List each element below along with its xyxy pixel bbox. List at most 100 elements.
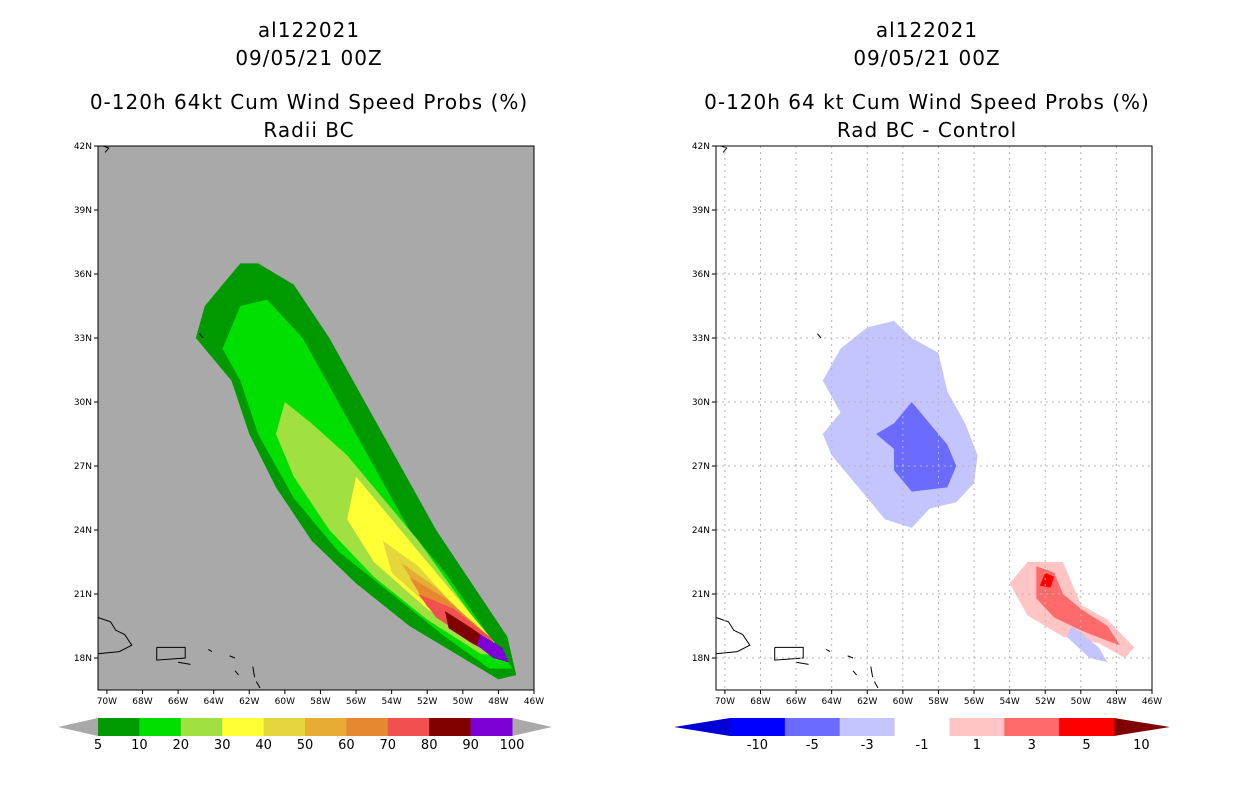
lat-tick-label: 21N: [74, 590, 92, 600]
colorbar-label: 90: [462, 738, 479, 753]
lon-tick-label: 64W: [821, 697, 841, 707]
coastline: [97, 145, 261, 689]
lat-tick-label: 27N: [74, 462, 92, 472]
forecast-date: 09/05/21 00Z: [235, 46, 383, 70]
colorbar-label: 5: [1082, 738, 1090, 753]
coast-segment: [208, 649, 213, 653]
coast-segment: [873, 681, 879, 689]
coast-segment: [255, 681, 261, 689]
lon-tick-label: 66W: [786, 697, 806, 707]
coast-segment: [97, 616, 133, 655]
lat-tick-label: 24N: [692, 526, 710, 536]
colorbar-swatch: [429, 718, 472, 736]
colorbar-label: -10: [747, 738, 768, 753]
colorbar-swatch: [180, 718, 223, 736]
lon-tick-label: 66W: [168, 697, 188, 707]
lon-tick-label: 56W: [346, 697, 366, 707]
panel-radii-bc: al122021 09/05/21 00Z 0-120h 64kt Cum Wi…: [58, 18, 552, 753]
lat-tick-label: 39N: [692, 206, 710, 216]
colorbar-label: 80: [421, 738, 438, 753]
lon-tick-label: 48W: [1106, 697, 1126, 707]
coast-segment: [199, 333, 204, 339]
forecast-date: 09/05/21 00Z: [853, 46, 1001, 70]
lat-tick-label: 30N: [692, 398, 710, 408]
colorbar-swatch: [894, 718, 950, 736]
colorbar-swatch: [139, 718, 182, 736]
panel-subtitle: Rad BC - Control: [836, 118, 1018, 142]
colorbar-swatch: [305, 718, 347, 736]
lon-tick-label: 62W: [857, 697, 877, 707]
lon-tick-label: 50W: [453, 697, 473, 707]
lon-tick-label: 46W: [1142, 697, 1162, 707]
lat-tick-label: 33N: [692, 334, 710, 344]
lat-tick-label: 24N: [74, 526, 92, 536]
colorbar-label: 3: [1028, 738, 1036, 753]
map-radii-bc: 42N 39N 36N 33N 30N 27N 24N 21N 18N 70W 68W 66W 64W 6…: [58, 142, 552, 753]
colorbar-label: 70: [380, 738, 397, 753]
colorbar-left-arrow: [674, 718, 730, 736]
coastline: [715, 145, 879, 689]
colorbar-label: 30: [214, 738, 231, 753]
lon-tick-label: 50W: [1071, 697, 1091, 707]
storm-id: al122021: [257, 18, 361, 42]
colorbar-swatch: [263, 718, 306, 736]
coast-segment: [252, 666, 256, 678]
coast-segment: [826, 649, 831, 653]
colorbar-left-arrow: [58, 718, 98, 736]
colorbar-label: -5: [806, 738, 819, 753]
lon-tick-label: 68W: [750, 697, 770, 707]
lon-tick-label: 70W: [715, 697, 735, 707]
lon-tick-label: 54W: [999, 697, 1019, 707]
lon-tick-label: 52W: [417, 697, 437, 707]
colorbar-swatch: [784, 718, 841, 736]
colorbar-swatch: [346, 718, 389, 736]
colorbar-label: 10: [1133, 738, 1150, 753]
lon-tick-label: 70W: [97, 697, 117, 707]
panel-rad-bc-minus-control: al122021 09/05/21 00Z 0-120h 64 kt Cum W…: [618, 0, 1236, 800]
contour-band: [1036, 566, 1120, 646]
colorbar-label: 40: [255, 738, 272, 753]
coast-segment: [870, 666, 874, 678]
product-title: 0-120h 64 kt Cum Wind Speed Probs (%): [704, 90, 1150, 114]
lon-tick-label: 52W: [1035, 697, 1055, 707]
colorbar-label: 100: [500, 738, 525, 753]
contour-band: [876, 402, 957, 492]
coast-segment: [721, 145, 728, 153]
colorbar-label: 20: [173, 738, 190, 753]
contour-layer: [195, 263, 517, 680]
colorbar-swatch: [730, 718, 786, 736]
lat-tick-label: 42N: [692, 142, 710, 152]
lon-tick-label: 60W: [893, 697, 913, 707]
colorbar-swatch: [949, 718, 1005, 736]
contour-band: [1066, 626, 1108, 663]
lat-tick-label: 27N: [692, 462, 710, 472]
colorbar-right-arrow: [1114, 718, 1170, 736]
map-border: [715, 145, 1153, 691]
map-rad-bc-minus-control: 42N 39N 36N 33N 30N 27N 24N 21N 18N 70W 68W 66W 64W 6…: [674, 142, 1170, 753]
panel-subtitle: Radii BC: [263, 118, 355, 142]
coast-segment: [852, 670, 857, 676]
colorbar-label: 5: [94, 738, 102, 753]
coast-segment: [847, 655, 854, 659]
map-border: [97, 145, 535, 691]
colorbar-swatch: [387, 718, 430, 736]
contour-band: [347, 476, 508, 658]
colorbar-swatch: [98, 718, 140, 736]
lat-tick-label: 18N: [692, 654, 710, 664]
lon-tick-label: 56W: [964, 697, 984, 707]
lat-tick-label: 18N: [74, 654, 92, 664]
lat-tick-label: 36N: [74, 270, 92, 280]
lon-tick-label: 54W: [381, 697, 401, 707]
contour-band: [1039, 572, 1055, 588]
colorbar-label: -3: [861, 738, 874, 753]
lat-tick-label: 39N: [74, 206, 92, 216]
coast-segment: [177, 661, 191, 665]
lat-tick-label: 30N: [74, 398, 92, 408]
colorbar-label: -1: [916, 738, 929, 753]
colorbar-swatch: [1059, 718, 1115, 736]
coast-segment: [103, 145, 110, 153]
lon-tick-label: 64W: [203, 697, 223, 707]
product-title: 0-120h 64kt Cum Wind Speed Probs (%): [89, 90, 529, 114]
colorbar-label: 10: [131, 738, 148, 753]
colorbar-label: 1: [973, 738, 981, 753]
